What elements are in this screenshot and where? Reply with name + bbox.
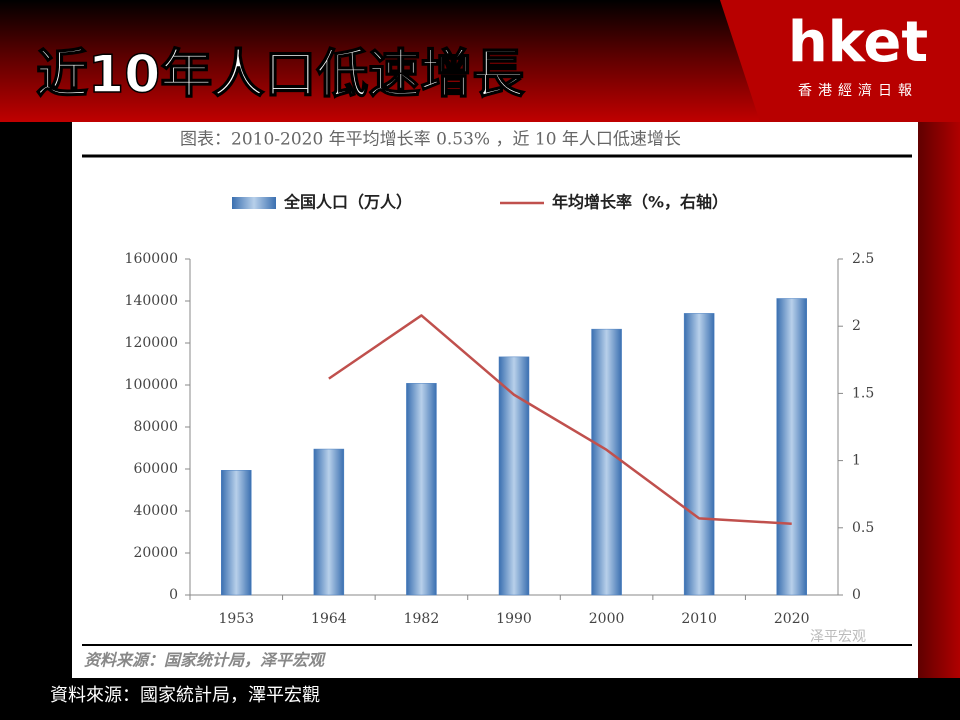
slide-title: 近10年人口低速增長 [36,45,525,105]
y-tick-label: 160000 [125,251,178,267]
y2-tick-label: 2 [852,318,861,334]
y-tick-label: 40000 [133,503,178,519]
y2-tick-label: 1.5 [852,385,874,401]
y-tick-label: 0 [169,587,178,603]
legend-label: 年均增长率（%，右轴） [552,193,728,212]
bar [406,383,437,596]
y2-tick-label: 1 [852,453,861,469]
bar [313,448,345,596]
x-tick-label: 1964 [311,611,347,627]
logo-band [720,0,960,122]
side-strip [918,122,960,678]
bar [221,470,252,596]
logo-subtitle: 香港經濟日報 [798,83,918,99]
legend-label: 全国人口（万人） [283,193,412,212]
chart-source: 资料来源：国家统计局，泽平宏观 [84,651,327,670]
x-tick-label: 2010 [681,611,717,627]
chart-title: 图表：2010-2020 年平均增长率 0.53% ，近 10 年人口低速增长 [180,130,681,150]
x-tick-label: 1953 [218,611,254,627]
bar [498,356,530,596]
legend-swatch [232,197,276,209]
logo-brand: hket [788,10,928,75]
y-tick-label: 120000 [125,335,178,351]
footer-source: 資料來源：國家統計局，澤平宏觀 [50,685,320,706]
bar [683,313,715,596]
y-tick-label: 100000 [125,377,178,393]
y2-tick-label: 0 [852,587,861,603]
y-tick-label: 20000 [133,545,178,561]
x-tick-label: 1982 [404,611,440,627]
y2-tick-label: 0.5 [852,520,874,536]
x-tick-label: 1990 [496,611,532,627]
y-tick-label: 60000 [133,461,178,477]
y2-tick-label: 2.5 [852,251,874,267]
bar [591,328,622,596]
y-tick-label: 140000 [125,293,178,309]
x-tick-label: 2000 [589,611,625,627]
line [328,314,792,526]
watermark: 泽平宏观 [810,629,866,645]
y-tick-label: 80000 [133,419,178,435]
bar [776,298,807,596]
x-tick-label: 2020 [774,611,810,627]
